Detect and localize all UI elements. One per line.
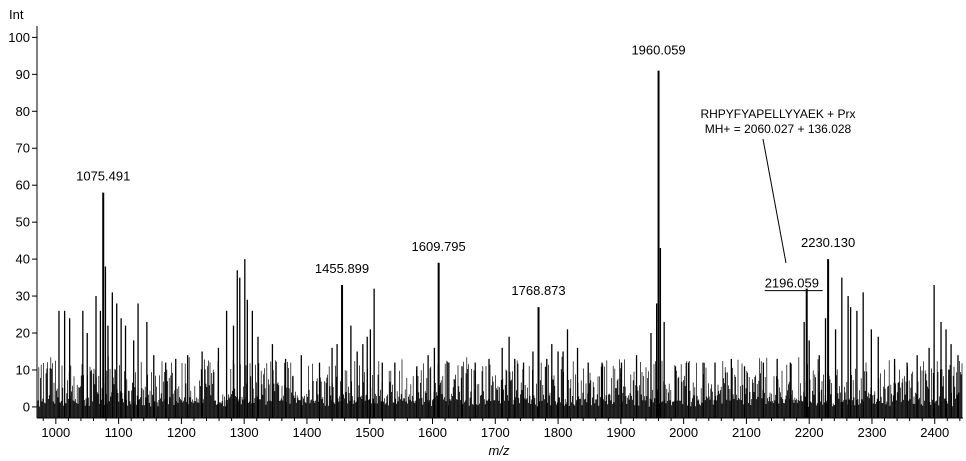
y-tick-label: 100 xyxy=(8,30,30,45)
x-tick-label: 2100 xyxy=(732,425,761,440)
peak-label-2196.059: 2196.059 xyxy=(765,276,819,291)
x-tick-label: 1100 xyxy=(105,425,133,440)
x-tick-label: 1400 xyxy=(292,425,321,440)
y-tick-label: 10 xyxy=(16,362,30,377)
major-peaks: 1075.491 1455.899 1609.795 1768.873 1960.059… xyxy=(76,43,855,418)
spectrum-noise-baseline xyxy=(37,356,963,418)
y-tick-label: 90 xyxy=(16,67,30,82)
peptide-annotation: RHPYFYAPELLYYAEK + Prx MH+ = 2060.027 + … xyxy=(700,107,856,264)
x-tick-label: 1900 xyxy=(606,425,635,440)
peak-label-2230.130: 2230.130 xyxy=(801,235,855,250)
y-tick-label: 80 xyxy=(16,104,30,119)
peak-label-1609.795: 1609.795 xyxy=(412,239,466,254)
peak-label-1075.491: 1075.491 xyxy=(76,169,130,184)
noise-path xyxy=(37,356,963,418)
x-tick-label: 2200 xyxy=(795,425,824,440)
x-tick-label: 1500 xyxy=(355,425,384,440)
y-tick-label: 50 xyxy=(16,215,30,230)
y-axis-label: Int xyxy=(9,7,24,22)
annotation-line-2: MH+ = 2060.027 + 136.028 xyxy=(705,122,852,136)
peak-label-1768.873: 1768.873 xyxy=(511,283,565,298)
x-tick-label: 1300 xyxy=(230,425,259,440)
annotation-leader-line xyxy=(762,138,787,264)
y-tick-label: 60 xyxy=(16,178,30,193)
peak-label-1960.059: 1960.059 xyxy=(631,43,685,58)
spectrum-peaks xyxy=(58,248,959,418)
y-tick-label: 30 xyxy=(16,289,30,304)
x-tick-label: 1700 xyxy=(481,425,510,440)
y-axis: 0 10 20 30 40 50 60 70 80 90 100 xyxy=(8,26,38,418)
x-tick-label: 1000 xyxy=(41,425,70,440)
x-tick-label: 2300 xyxy=(858,425,887,440)
x-axis: 1000 1100 1200 1300 1400 1500 1600 1700 1800 1900… xyxy=(37,417,963,440)
x-axis-label: m/z xyxy=(489,443,510,458)
y-tick-label: 0 xyxy=(23,399,30,414)
annotation-line-1: RHPYFYAPELLYYAEK + Prx xyxy=(700,107,855,121)
x-tick-label: 1600 xyxy=(418,425,447,440)
x-tick-label: 2000 xyxy=(669,425,698,440)
x-tick-label: 1800 xyxy=(544,425,573,440)
y-tick-label: 40 xyxy=(16,252,30,267)
peak-label-1455.899: 1455.899 xyxy=(315,261,369,276)
x-tick-label: 2400 xyxy=(920,425,949,440)
y-tick-label: 70 xyxy=(16,141,30,156)
y-tick-label: 20 xyxy=(16,326,30,341)
x-tick-label: 1200 xyxy=(167,425,196,440)
